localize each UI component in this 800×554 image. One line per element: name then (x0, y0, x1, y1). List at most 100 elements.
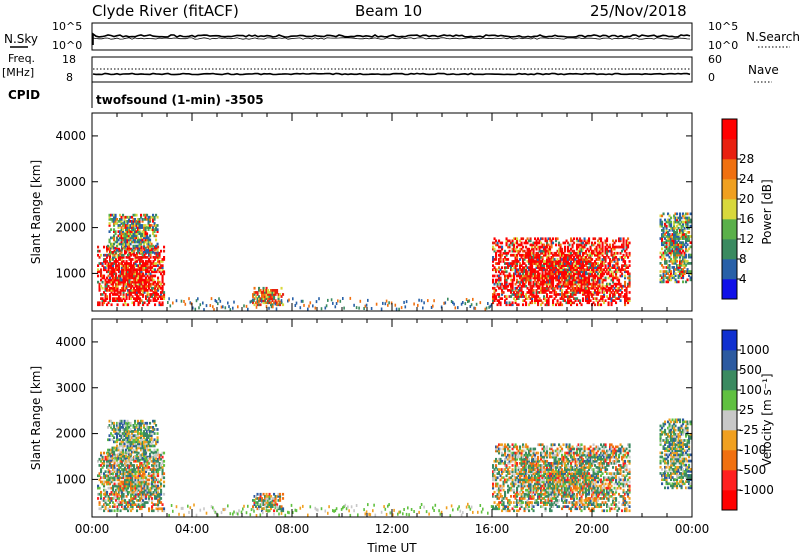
power-echo-cell (109, 289, 112, 292)
power-echo-cell (138, 248, 141, 252)
power-echo-cell (134, 268, 137, 272)
power-echo-cell (688, 216, 691, 220)
velocity-echo-cell (152, 468, 155, 471)
power-echo-cell (601, 295, 604, 298)
power-echo-cell (576, 239, 579, 243)
power-echo-cell (534, 270, 537, 274)
power-echo-cell (145, 262, 148, 265)
velocity-echo-cell (116, 438, 119, 442)
power-echo-cell (568, 268, 571, 272)
velocity-echo-cell (154, 488, 157, 492)
cpid-text: twofsound (1-min) -3505 (96, 93, 264, 107)
power-echo-cell (152, 230, 155, 233)
velocity-echo-cell (151, 476, 154, 480)
power-echo-cell (580, 270, 583, 274)
velocity-echo-cell (110, 492, 113, 496)
power-echo-cell (628, 278, 631, 282)
velocity-echo-cell (271, 501, 274, 504)
power-echo-cell (113, 278, 116, 282)
power-echo-cell (562, 272, 565, 276)
power-echo-cell (113, 293, 116, 296)
velocity-echo-cell (135, 454, 138, 458)
velocity-echo-cell (134, 436, 137, 439)
velocity-echo-cell (140, 444, 143, 448)
power-echo-cell (534, 276, 537, 280)
power-echo-cell (152, 270, 155, 274)
velocity-echo-cell (258, 507, 261, 511)
power-echo-cell (106, 295, 109, 298)
power-echo-cell (520, 247, 523, 251)
power-echo-cell (131, 240, 134, 244)
power-echo-cell (621, 272, 624, 276)
power-echo-cell (574, 258, 577, 261)
velocity-echo-cell (122, 438, 125, 442)
velocity-echo-cell (143, 440, 146, 444)
power-echo-cell (270, 293, 273, 296)
power-echo-cell (146, 248, 149, 252)
power-echo-cell (139, 256, 142, 259)
power-echo-cell (561, 258, 564, 261)
power-echo-cell (661, 229, 664, 232)
power-echo-cell (149, 299, 152, 302)
velocity-echo-cell (133, 482, 136, 486)
velocity-echo-cell (138, 440, 141, 444)
velocity-echo-cell (149, 454, 152, 458)
power-echo-cell (673, 251, 676, 255)
power-echo-cell (136, 284, 139, 288)
power-colorbar-tick-label: 12 (739, 232, 754, 246)
velocity-echo-cell (256, 507, 259, 511)
velocity-echo-cell (119, 470, 122, 473)
power-echo-cell (150, 224, 153, 227)
power-echo-cell (586, 272, 589, 276)
power-echo-cell (526, 256, 529, 259)
velocity-echo-cell (139, 484, 142, 488)
power-echo-cell (549, 245, 552, 249)
power-echo-cell (139, 297, 142, 300)
velocity-echo-cell (117, 424, 120, 427)
power-echo-cell (237, 305, 239, 309)
power-echo-cell (418, 298, 420, 302)
power-echo-cell (501, 266, 504, 269)
power-colorbar-tick-label: 24 (739, 172, 754, 186)
power-echo-cell (588, 237, 591, 241)
power-echo-cell (528, 280, 531, 284)
power-echo-cell (680, 253, 683, 257)
power-echo-cell (600, 251, 603, 255)
power-echo-cell (564, 291, 567, 294)
velocity-echo-cell (136, 464, 139, 467)
power-echo-cell (591, 278, 594, 282)
power-echo-cell (537, 262, 540, 265)
power-echo-cell (588, 289, 591, 292)
power-echo-cell (505, 253, 508, 257)
power-echo-cell (677, 249, 680, 253)
velocity-echo-cell (258, 497, 261, 500)
velocity-echo-cell (108, 424, 111, 427)
power-echo-cell (137, 238, 140, 242)
power-echo-cell (682, 259, 685, 263)
power-echo-cell (588, 297, 591, 300)
power-echo-cell (676, 255, 679, 259)
velocity-echo-cell (137, 430, 140, 433)
power-echo-cell (547, 299, 550, 302)
power-echo-cell (259, 297, 262, 300)
power-echo-cell (571, 239, 574, 243)
power-echo-cell (143, 274, 146, 278)
velocity-echo-cell (149, 476, 152, 480)
power-echo-cell (112, 256, 115, 259)
power-echo-cell (556, 253, 559, 257)
power-echo-cell (126, 226, 129, 229)
power-echo-cell (529, 282, 532, 286)
power-echo-cell (140, 245, 143, 249)
power-echo-cell (528, 303, 531, 307)
velocity-echo-cell (129, 436, 132, 439)
power-echo-cell (576, 291, 579, 294)
power-echo-cell (550, 276, 553, 280)
power-echo-cell (519, 274, 522, 278)
power-echo-cell (134, 240, 137, 244)
power-echo-cell (588, 262, 591, 265)
velocity-echo-cell (119, 426, 122, 429)
velocity-echo-cell (264, 501, 267, 504)
power-echo-cell (531, 301, 534, 305)
power-echo-cell (158, 280, 161, 284)
velocity-echo-cell (109, 505, 112, 508)
